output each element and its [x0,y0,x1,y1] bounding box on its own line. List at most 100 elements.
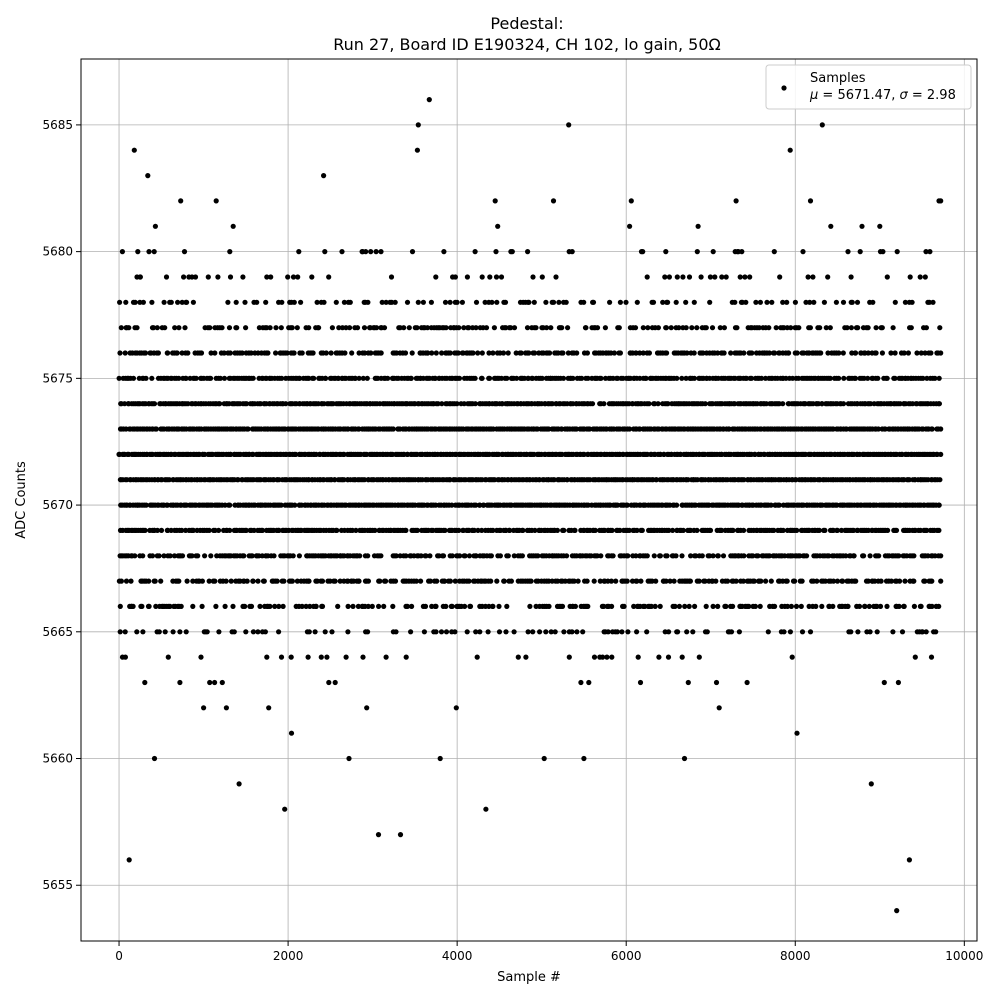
data-point [427,578,433,584]
data-point [784,299,790,305]
data-point [190,527,196,534]
data-point [923,249,929,255]
data-point [726,426,732,432]
x-tick-label: 6000 [611,949,642,963]
data-point [665,654,672,660]
data-point [918,350,924,356]
data-point [254,299,260,305]
data-point [311,375,317,381]
data-point [153,603,159,610]
data-point [840,578,846,584]
data-point [541,755,547,762]
data-point [429,350,435,356]
data-point [857,249,863,255]
data-point [766,350,773,356]
data-point [244,401,250,407]
data-point [696,654,702,660]
data-point [290,274,297,280]
data-point [766,553,773,559]
data-point [319,578,326,584]
data-point [671,578,677,584]
data-point [706,553,713,559]
data-point [794,527,800,534]
data-point [827,325,833,331]
data-point [836,375,842,381]
data-point [490,603,496,610]
data-point [686,274,693,280]
data-point [165,654,171,660]
data-point [638,578,644,584]
data-point [741,350,747,356]
y-tick-label: 5655 [42,878,73,892]
data-point [551,299,557,305]
data-point [715,553,721,559]
data-point [461,325,467,331]
data-point [193,375,199,381]
data-point [519,553,526,559]
data-point [807,325,814,331]
data-point [525,249,531,255]
data-point [433,603,439,610]
data-point [768,578,774,584]
data-point [418,578,424,584]
data-point [487,274,493,280]
data-point [475,527,481,534]
data-point [896,553,902,559]
data-point [672,603,678,610]
data-point [852,350,859,356]
data-point [332,477,338,483]
data-point [181,274,187,280]
data-point [566,122,572,128]
data-point [498,375,505,381]
data-point [352,375,358,381]
data-point [691,350,697,356]
data-points [116,97,944,914]
data-point [154,325,160,331]
data-point [634,578,640,584]
data-point [486,603,492,610]
data-point [890,629,896,635]
data-point [611,350,618,356]
data-point [936,401,943,407]
data-point [149,553,156,559]
data-point [142,527,148,534]
data-point [938,553,944,559]
data-point [794,730,800,736]
data-point [473,325,479,331]
data-point [327,578,333,584]
data-point [427,553,433,559]
data-point [816,527,822,534]
data-point [503,629,509,635]
data-point [496,629,503,635]
data-point [628,198,634,204]
data-point [356,375,362,381]
data-point [474,654,480,660]
data-point [309,274,315,280]
data-point [742,274,748,280]
data-point [853,578,859,584]
data-point [639,527,645,534]
data-point [299,603,305,610]
data-point [404,299,411,305]
data-point [653,477,660,483]
data-point [289,578,295,584]
data-point [894,249,900,255]
data-point [310,350,316,356]
data-point [378,553,384,559]
data-point [278,502,284,508]
data-point [413,578,419,584]
data-point [479,527,485,534]
data-point [575,578,581,584]
data-point [666,274,673,280]
data-point [828,223,834,229]
data-point [345,629,351,635]
y-axis-label: ADC Counts [14,461,29,539]
data-point [284,350,290,356]
data-point [271,553,277,559]
data-point [403,553,409,559]
data-point [800,249,806,255]
data-point [161,553,167,559]
data-point [825,350,831,356]
data-point [710,249,716,255]
